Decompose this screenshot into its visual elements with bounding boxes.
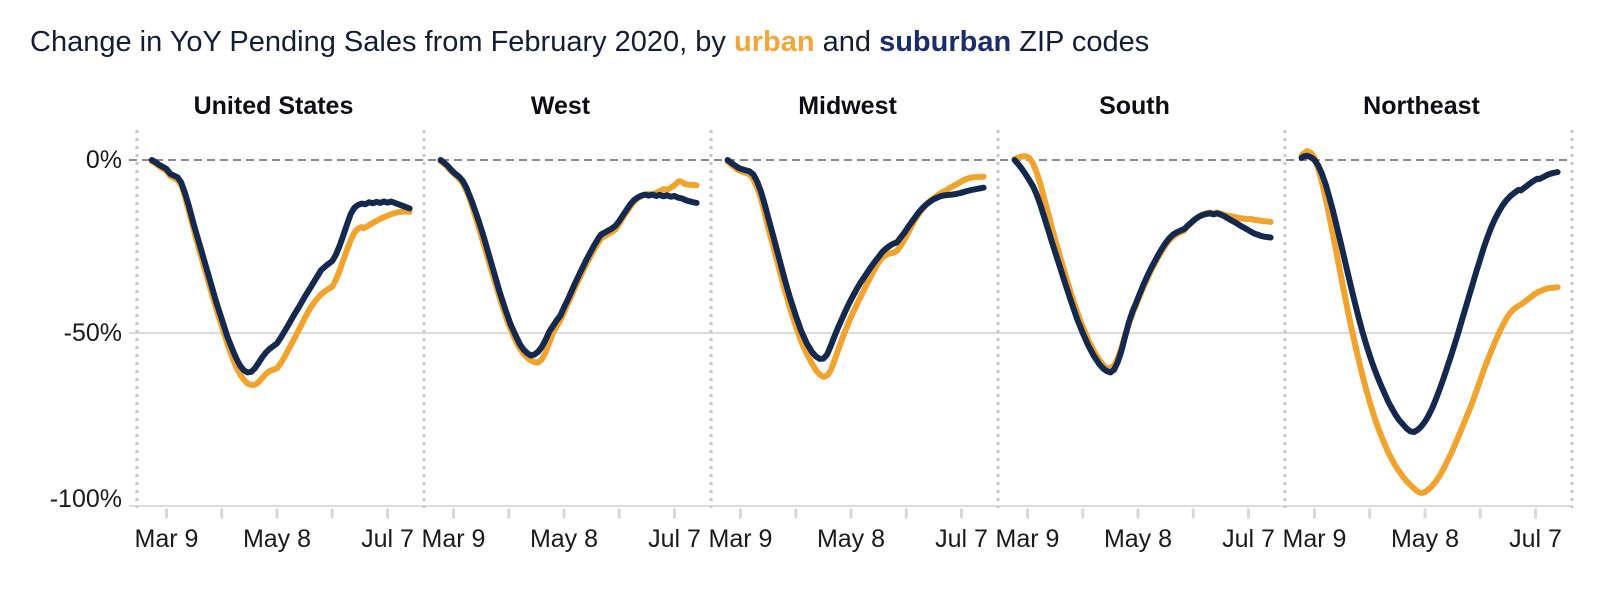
panel-title-south: South bbox=[1099, 92, 1170, 120]
x-axis-label: Jul 7 bbox=[1222, 525, 1275, 553]
y-axis-label-100: -100% bbox=[49, 485, 122, 513]
x-axis-label: Jul 7 bbox=[935, 525, 988, 553]
y-axis-label-0: 0% bbox=[85, 146, 122, 174]
panel-title-northeast: Northeast bbox=[1363, 92, 1480, 120]
suburban-line-west bbox=[437, 157, 700, 359]
urban-line-united-states bbox=[148, 158, 413, 388]
suburban-line-south bbox=[1011, 157, 1274, 376]
x-axis-label: May 8 bbox=[1390, 525, 1460, 553]
panel-title-united-states: United States bbox=[193, 92, 354, 120]
urban-line-northeast bbox=[1298, 148, 1561, 496]
x-axis-label: Jul 7 bbox=[361, 525, 414, 553]
title-text-middle: and bbox=[814, 26, 880, 58]
x-axis-label: Mar 9 bbox=[708, 525, 773, 553]
x-axis-label: Mar 9 bbox=[421, 525, 486, 553]
x-axis-label: Jul 7 bbox=[648, 525, 701, 553]
panel-title-midwest: Midwest bbox=[798, 92, 897, 120]
x-axis-label: Jul 7 bbox=[1509, 525, 1562, 553]
panel-title-west: West bbox=[530, 92, 591, 120]
suburban-line-united-states bbox=[148, 157, 413, 376]
x-axis-label: May 8 bbox=[242, 525, 312, 553]
title-suburban-keyword: suburban bbox=[879, 26, 1012, 58]
title-text-before: Change in YoY Pending Sales from Februar… bbox=[30, 26, 734, 58]
chart-title: Change in YoY Pending Sales from Februar… bbox=[30, 24, 1149, 60]
suburban-line-midwest bbox=[724, 157, 987, 362]
x-axis-label: Mar 9 bbox=[995, 525, 1060, 553]
x-axis-label: Mar 9 bbox=[134, 525, 199, 553]
x-axis-label: May 8 bbox=[529, 525, 599, 553]
suburban-line-northeast bbox=[1298, 152, 1561, 435]
urban-line-south bbox=[1011, 153, 1274, 372]
y-axis-label-50: -50% bbox=[63, 319, 122, 347]
title-urban-keyword: urban bbox=[734, 26, 815, 58]
title-text-after: ZIP codes bbox=[1011, 26, 1150, 58]
x-axis-label: Mar 9 bbox=[1282, 525, 1347, 553]
x-axis-label: May 8 bbox=[816, 525, 886, 553]
x-axis-label: May 8 bbox=[1103, 525, 1173, 553]
